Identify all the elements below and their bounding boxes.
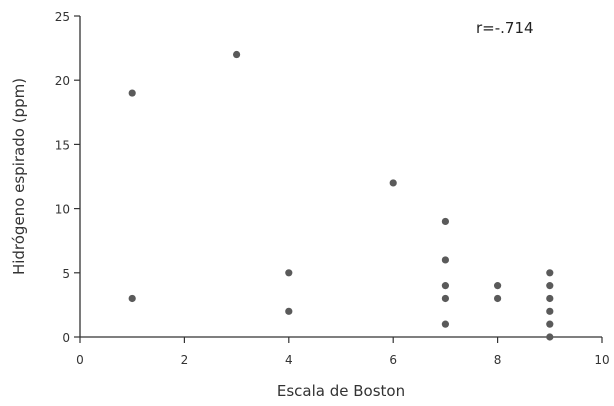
data-point (546, 269, 554, 277)
data-point (233, 50, 241, 59)
x-tick-label: 2 (181, 353, 189, 367)
y-tick-label: 15 (55, 138, 70, 152)
y-tick-label: 10 (55, 203, 70, 217)
data-point (285, 269, 293, 277)
data-point (441, 294, 449, 303)
correlation-annotation: r=-.714 (476, 19, 534, 37)
x-tick-label: 4 (285, 353, 293, 367)
x-axis-title: Escala de Boston (277, 382, 405, 400)
data-point (285, 307, 293, 315)
data-point (546, 282, 554, 290)
x-tick-label: 0 (76, 353, 84, 367)
data-point (441, 217, 449, 226)
data-point (494, 294, 502, 303)
data-points (128, 50, 554, 341)
y-tick-label: 20 (55, 74, 70, 88)
data-point (441, 282, 449, 290)
data-point (494, 282, 502, 290)
data-point (128, 89, 136, 97)
data-point (128, 294, 136, 303)
x-tick-label: 8 (494, 353, 502, 367)
y-tick-label: 25 (55, 10, 70, 24)
x-axis: 0 2 4 6 8 10 (76, 336, 610, 367)
data-point (546, 320, 554, 328)
y-ticks: 0 5 10 15 20 25 (55, 10, 80, 345)
y-tick-label: 0 (62, 331, 70, 345)
x-tick-label: 6 (389, 353, 397, 367)
y-axis: 0 5 10 15 20 25 (55, 10, 81, 345)
x-tick-label: 10 (594, 353, 609, 367)
data-point (441, 320, 449, 328)
data-point (441, 256, 449, 264)
data-point (546, 333, 554, 341)
data-point (389, 179, 397, 187)
y-tick-label: 5 (62, 267, 70, 281)
y-axis-title: Hidrógeno espirado (ppm) (10, 78, 28, 275)
data-point (546, 307, 554, 315)
x-ticks: 0 2 4 6 8 10 (76, 337, 610, 367)
data-point (546, 294, 554, 303)
